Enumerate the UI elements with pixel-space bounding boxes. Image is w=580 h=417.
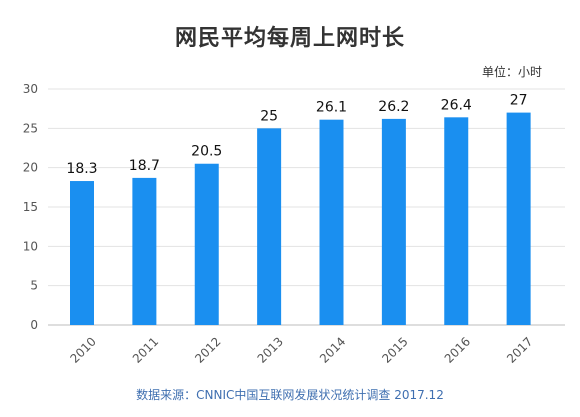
data-label: 18.7 — [129, 158, 160, 174]
x-tick-label: 2013 — [255, 334, 286, 365]
y-tick-label: 0 — [30, 318, 38, 332]
x-axis-ticks: 2010 2011 2012 2013 2014 2015 2016 2017 — [67, 334, 535, 365]
bar — [381, 118, 406, 325]
data-label: 25 — [260, 108, 278, 124]
bars — [70, 112, 531, 326]
y-tick-label: 10 — [23, 239, 38, 253]
data-label: 18.3 — [66, 161, 97, 177]
y-tick-label: 5 — [30, 279, 38, 293]
source-note: 数据来源：CNNIC中国互联网发展状况统计调查 2017.12 — [136, 388, 444, 402]
bar — [319, 119, 344, 326]
x-tick-label: 2010 — [67, 334, 98, 365]
x-tick-label: 2011 — [130, 334, 161, 365]
bar — [194, 163, 219, 325]
x-tick-label: 2015 — [379, 334, 410, 365]
y-tick-label: 15 — [23, 200, 38, 214]
gridlines — [48, 88, 565, 326]
y-tick-label: 20 — [23, 161, 38, 175]
y-tick-label: 25 — [23, 121, 38, 135]
bar — [257, 128, 282, 325]
y-axis-ticks: 0 5 10 15 20 25 30 — [23, 82, 38, 332]
bar — [444, 117, 469, 325]
data-label: 26.1 — [316, 100, 347, 116]
chart-title: 网民平均每周上网时长 — [174, 26, 405, 51]
bar — [506, 112, 531, 325]
data-label: 26.4 — [441, 97, 472, 113]
bar — [70, 181, 94, 325]
x-tick-label: 2012 — [192, 334, 223, 365]
data-labels: 18.3 18.7 20.5 25 26.1 26.2 26.4 27 — [66, 93, 527, 177]
x-tick-label: 2014 — [317, 334, 348, 365]
x-tick-label: 2017 — [504, 334, 535, 365]
x-tick-label: 2016 — [442, 334, 473, 365]
data-label: 20.5 — [191, 144, 222, 160]
bar — [132, 177, 157, 325]
data-label: 26.2 — [378, 99, 409, 115]
unit-label: 单位：小时 — [481, 65, 542, 79]
data-label: 27 — [510, 93, 528, 109]
y-tick-label: 30 — [23, 82, 38, 96]
